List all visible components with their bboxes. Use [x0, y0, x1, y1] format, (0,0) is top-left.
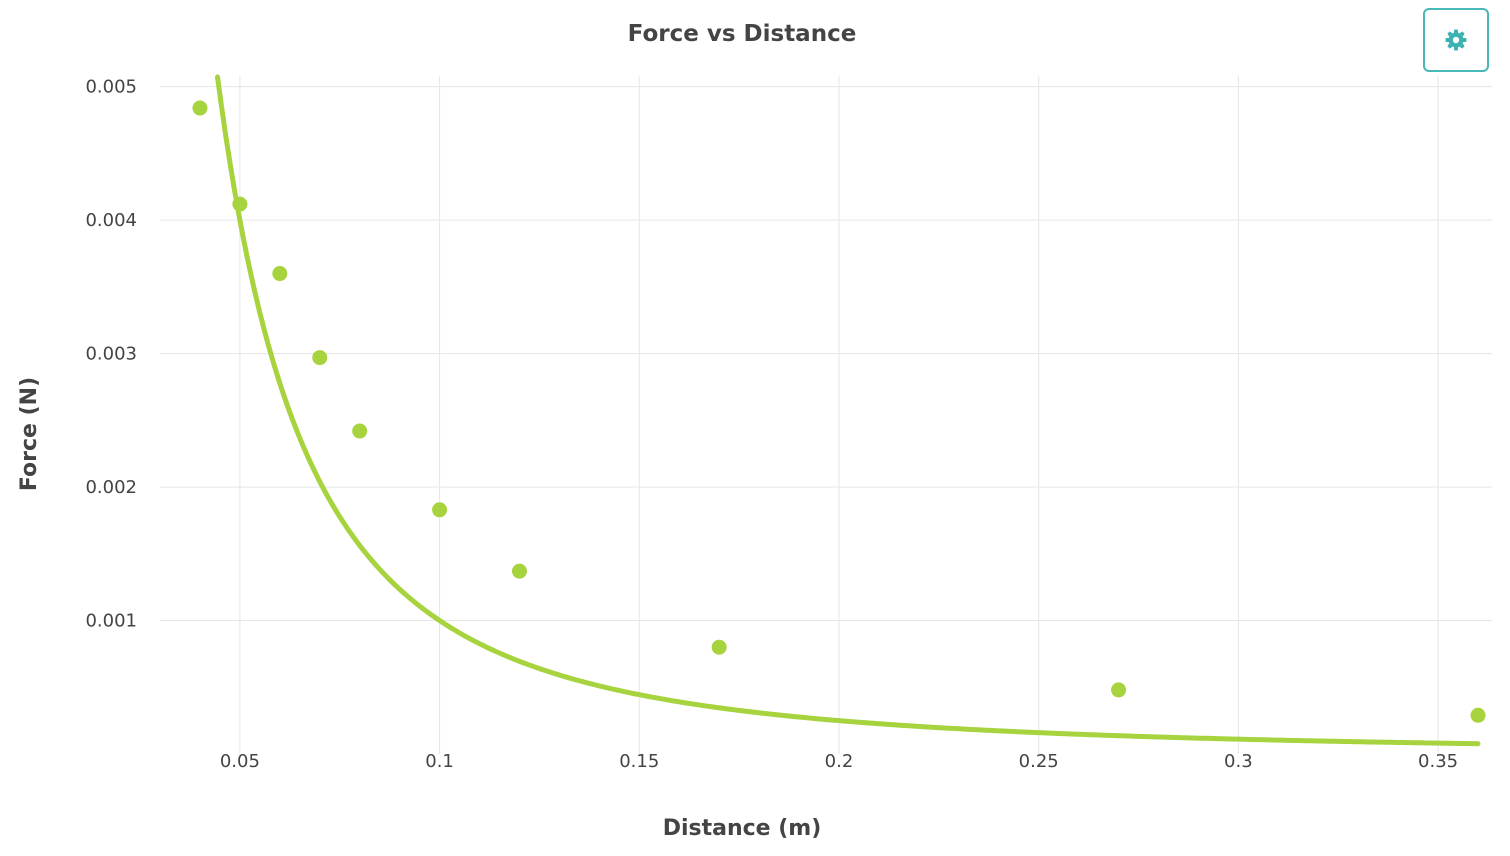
- y-tick-label: 0.002: [85, 477, 137, 498]
- y-tick-label: 0.001: [85, 611, 137, 632]
- data-point: [192, 100, 208, 116]
- chart-title: Force vs Distance: [628, 21, 857, 47]
- y-tick-label: 0.003: [85, 344, 137, 365]
- x-tick-label: 0.2: [825, 751, 854, 772]
- data-point: [232, 196, 248, 212]
- x-tick-label: 0.3: [1224, 751, 1253, 772]
- data-point: [1111, 682, 1127, 698]
- x-axis-title: Distance (m): [663, 816, 822, 841]
- data-point: [432, 502, 448, 518]
- y-axis-title: Force (N): [17, 377, 42, 491]
- x-tick-label: 0.05: [220, 751, 260, 772]
- data-points-layer: [192, 100, 1486, 723]
- x-tick-label: 0.25: [1019, 751, 1059, 772]
- x-tick-label: 0.15: [619, 751, 659, 772]
- data-point: [272, 266, 288, 282]
- x-axis-ticks: 0.05 0.1 0.15 0.2 0.25 0.3 0.35: [220, 751, 1458, 772]
- data-point: [1470, 707, 1486, 723]
- data-point: [312, 350, 328, 366]
- x-tick-label: 0.1: [425, 751, 454, 772]
- data-point: [352, 423, 368, 439]
- grid-lines: [160, 76, 1492, 754]
- gear-icon: [1445, 29, 1467, 51]
- fit-curve-layer: [215, 74, 1481, 747]
- x-tick-label: 0.35: [1418, 751, 1458, 772]
- settings-button[interactable]: [1423, 8, 1489, 72]
- y-tick-label: 0.004: [85, 210, 137, 231]
- data-point: [711, 639, 727, 655]
- fit-curve: [215, 74, 1481, 747]
- y-tick-label: 0.005: [85, 77, 137, 98]
- data-point: [511, 563, 527, 579]
- y-axis-ticks: 0.001 0.002 0.003 0.004 0.005: [85, 77, 137, 632]
